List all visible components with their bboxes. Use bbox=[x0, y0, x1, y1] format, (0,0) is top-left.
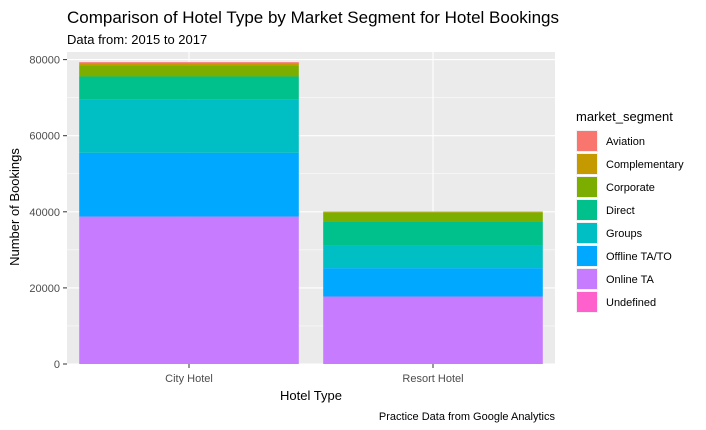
legend-swatch-offline-ta-to bbox=[577, 246, 597, 266]
chart-subtitle: Data from: 2015 to 2017 bbox=[67, 32, 207, 47]
legend-label-online-ta: Online TA bbox=[606, 274, 655, 286]
legend-swatch-aviation bbox=[577, 131, 597, 151]
chart-caption: Practice Data from Google Analytics bbox=[379, 411, 556, 423]
y-tick-label: 40000 bbox=[29, 207, 60, 219]
legend-title: market_segment bbox=[576, 109, 673, 124]
legend-label-corporate: Corporate bbox=[606, 182, 655, 194]
legend-label-offline-ta-to: Offline TA/TO bbox=[606, 251, 672, 263]
bar-city-hotel-direct bbox=[79, 76, 299, 100]
legend-label-aviation: Aviation bbox=[606, 136, 645, 148]
bar-resort-hotel-groups bbox=[323, 245, 543, 269]
y-axis-title: Number of Bookings bbox=[7, 148, 22, 266]
y-axis: 0 20000 40000 60000 80000 bbox=[29, 55, 67, 371]
bar-city-hotel-complementary bbox=[79, 63, 299, 66]
bar-resort-hotel-corporate bbox=[323, 212, 543, 222]
x-tick-label: Resort Hotel bbox=[402, 373, 463, 385]
bar-resort-hotel-online-ta bbox=[323, 296, 543, 364]
legend: market_segment Aviation Complementary Corp… bbox=[576, 109, 684, 313]
y-tick-label: 80000 bbox=[29, 55, 60, 67]
x-axis-title: Hotel Type bbox=[280, 388, 342, 403]
bar-resort-hotel-offline-ta-to bbox=[323, 268, 543, 297]
legend-swatch-online-ta bbox=[577, 269, 597, 289]
legend-swatch-undefined bbox=[577, 292, 597, 312]
y-tick-label: 0 bbox=[54, 359, 60, 371]
x-tick-label: City Hotel bbox=[165, 373, 213, 385]
bar-city-hotel-groups bbox=[79, 99, 299, 153]
legend-label-groups: Groups bbox=[606, 228, 643, 240]
legend-swatch-complementary bbox=[577, 154, 597, 174]
legend-swatch-corporate bbox=[577, 177, 597, 197]
bars bbox=[79, 62, 543, 364]
x-axis: City Hotel Resort Hotel bbox=[165, 364, 464, 385]
legend-label-undefined: Undefined bbox=[606, 297, 656, 309]
y-tick-label: 20000 bbox=[29, 283, 60, 295]
chart-title: Comparison of Hotel Type by Market Segme… bbox=[67, 8, 559, 27]
bar-resort-hotel-direct bbox=[323, 221, 543, 246]
bar-resort-hotel-complementary bbox=[323, 211, 543, 213]
legend-swatch-groups bbox=[577, 223, 597, 243]
bar-city-hotel-corporate bbox=[79, 65, 299, 77]
y-tick-label: 60000 bbox=[29, 131, 60, 143]
legend-label-complementary: Complementary bbox=[606, 159, 684, 171]
legend-label-direct: Direct bbox=[606, 205, 635, 217]
bar-city-hotel-offline-ta-to bbox=[79, 152, 299, 217]
bar-city-hotel-aviation bbox=[79, 62, 299, 64]
bar-city-hotel-online-ta bbox=[79, 216, 299, 364]
legend-swatch-direct bbox=[577, 200, 597, 220]
